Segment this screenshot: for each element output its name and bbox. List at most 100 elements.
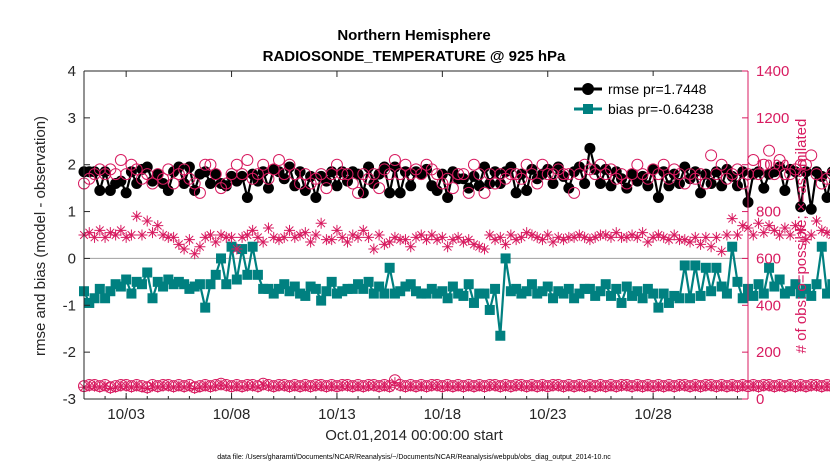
point-assimilated-low-17	[168, 381, 180, 393]
point-bias-11	[136, 279, 147, 290]
y-right-tick-label-5: 1000	[756, 157, 789, 174]
legend-bias-label: bias pr=-0.64238	[608, 101, 714, 117]
point-assimilated-59	[389, 231, 401, 243]
axes-layer: 10/03 10/08 10/13 10/18 10/23 10/28 -3 -2 -1 0 1 2 3…	[63, 63, 790, 423]
point-assimilated-low-132	[774, 380, 786, 392]
point-bias-128	[753, 279, 764, 290]
point-bias-137	[800, 283, 811, 294]
point-possible-22	[193, 186, 206, 199]
point-bias-41	[295, 288, 306, 299]
point-possible-21	[188, 177, 201, 190]
point-bias-123	[727, 241, 738, 252]
y-tick-label-2: -1	[63, 297, 76, 314]
point-assimilated-32	[247, 224, 259, 236]
point-possible-8	[120, 168, 133, 181]
point-assimilated-127	[747, 229, 759, 241]
point-assimilated-low-141	[821, 380, 830, 392]
point-assimilated-low-119	[705, 380, 717, 392]
point-bias-81	[505, 286, 516, 297]
point-rmse-69	[442, 192, 454, 204]
point-assimilated-low-34	[257, 379, 269, 391]
point-bias-46	[321, 286, 332, 297]
point-bias-89	[548, 293, 559, 304]
point-assimilated-61	[399, 234, 411, 246]
point-assimilated-low-53	[357, 381, 369, 393]
point-possible-130	[763, 144, 776, 157]
point-assimilated-low-134	[784, 380, 796, 392]
point-assimilated-101	[610, 227, 622, 239]
point-rmse-90	[552, 161, 564, 173]
point-assimilated-6	[110, 229, 122, 241]
point-assimilated-66	[426, 229, 438, 241]
point-assimilated-low-5	[104, 382, 116, 394]
point-assimilated-low-108	[647, 381, 659, 393]
point-bias-72	[458, 290, 469, 301]
point-assimilated-15	[157, 229, 169, 241]
point-assimilated-51	[347, 229, 359, 241]
point-bias-15	[158, 281, 169, 292]
point-assimilated-low-64	[415, 380, 427, 392]
point-rmse-46	[320, 175, 332, 187]
point-rmse-121	[716, 180, 728, 192]
point-assimilated-low-23	[199, 380, 211, 392]
point-bias-56	[374, 281, 385, 292]
point-assimilated-low-70	[447, 381, 459, 393]
point-assimilated-87	[536, 234, 548, 246]
point-assimilated-12	[141, 215, 153, 227]
point-possible-56	[373, 182, 386, 195]
point-bias-119	[706, 286, 717, 297]
point-assimilated-low-10	[131, 380, 143, 392]
y-tick-label-3: 0	[68, 250, 76, 267]
point-assimilated-17	[168, 231, 180, 243]
point-bias-140	[816, 241, 827, 252]
point-assimilated-21	[189, 248, 201, 260]
point-bias-70	[447, 281, 458, 292]
point-assimilated-10	[131, 210, 143, 222]
point-assimilated-low-106	[637, 381, 649, 393]
point-bias-112	[669, 290, 680, 301]
point-assimilated-53	[357, 224, 369, 236]
point-bias-111	[663, 297, 674, 308]
point-assimilated-8	[120, 231, 132, 243]
point-assimilated-2	[89, 231, 101, 243]
point-assimilated-low-11	[136, 381, 148, 393]
point-assimilated-67	[431, 234, 443, 246]
point-bias-8	[121, 274, 132, 285]
y-tick-label-1: -2	[63, 344, 76, 361]
point-possible-109	[652, 168, 665, 181]
point-bias-92	[563, 283, 574, 294]
point-rmse-10	[131, 177, 143, 189]
point-bias-115	[685, 293, 696, 304]
point-possible-59	[388, 154, 401, 167]
point-assimilated-low-9	[125, 381, 137, 393]
point-assimilated-low-107	[642, 380, 654, 392]
point-assimilated-low-109	[652, 380, 664, 392]
point-possible-142	[826, 168, 830, 180]
point-bias-9	[126, 288, 137, 299]
point-bias-80	[500, 253, 511, 264]
point-assimilated-105	[631, 231, 643, 243]
point-bias-17	[168, 279, 179, 290]
point-assimilated-low-19	[178, 381, 190, 393]
point-assimilated-42	[299, 227, 311, 239]
point-bias-50	[342, 283, 353, 294]
point-possible-136	[794, 158, 807, 171]
point-bias-82	[511, 283, 522, 294]
point-assimilated-33	[252, 231, 264, 243]
point-assimilated-26	[215, 229, 227, 241]
point-assimilated-64	[415, 229, 427, 241]
point-assimilated-low-65	[421, 381, 433, 393]
point-bias-49	[337, 286, 348, 297]
point-bias-22	[194, 279, 205, 290]
point-rmse-129	[758, 182, 770, 194]
point-rmse-98	[594, 177, 606, 189]
point-assimilated-low-79	[494, 381, 506, 393]
point-assimilated-low-29	[231, 380, 243, 392]
point-possible-13	[146, 177, 159, 190]
y-right-tick-label-6: 1200	[756, 110, 789, 127]
point-possible-74	[467, 158, 480, 171]
point-bias-136	[795, 288, 806, 299]
point-assimilated-94	[573, 229, 585, 241]
point-assimilated-low-16	[162, 380, 174, 392]
point-assimilated-low-51	[347, 381, 359, 393]
